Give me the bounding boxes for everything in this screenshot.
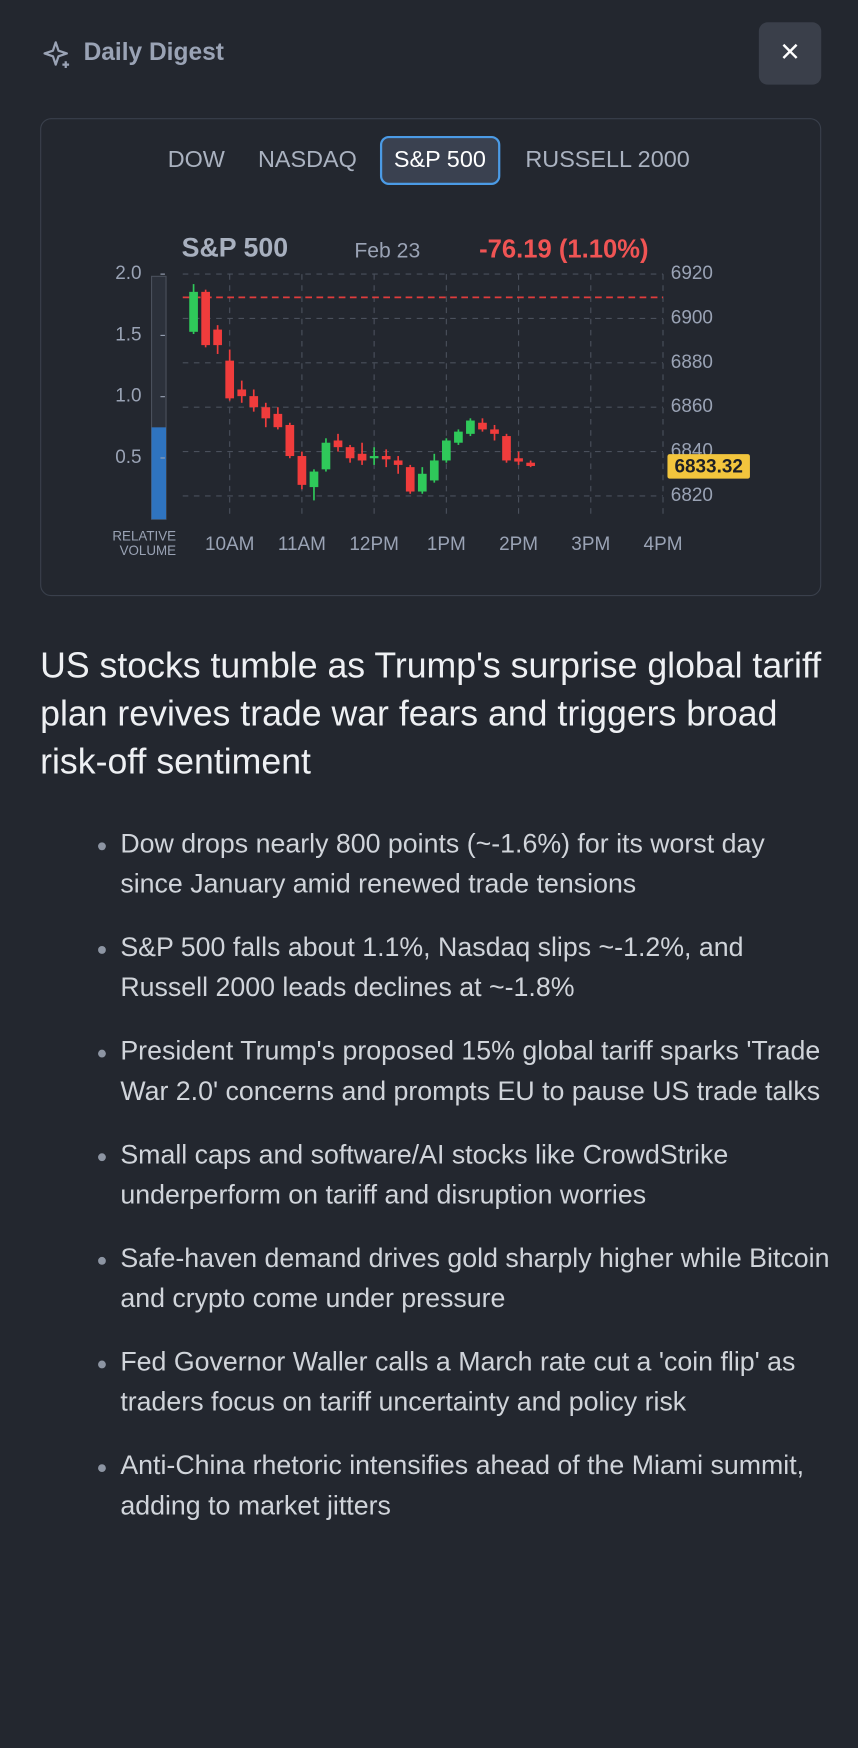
bullet: Anti-China rhetoric intensifies ahead of… xyxy=(98,1446,833,1526)
panel-title: Daily Digest xyxy=(83,37,224,66)
chart-date: Feb 23 xyxy=(354,239,420,262)
candle-body xyxy=(526,462,535,467)
tab[interactable]: S&P 500 xyxy=(379,135,501,185)
candle-body xyxy=(333,440,343,448)
y-tick-label: 6920 xyxy=(671,263,713,284)
x-tick-label: 3PM xyxy=(571,534,610,555)
candle-body xyxy=(237,389,247,397)
candle-body xyxy=(225,360,235,399)
bullet: Small caps and software/AI stocks like C… xyxy=(98,1135,833,1215)
chart-card xyxy=(40,118,822,597)
candle-body xyxy=(454,431,463,443)
candle-body xyxy=(369,456,379,459)
x-tick-label: 2PM xyxy=(499,534,538,555)
sparkle-icon xyxy=(43,41,70,68)
candle-body xyxy=(405,467,415,492)
bullet: S&P 500 falls about 1.1%, Nasdaq slips ~… xyxy=(98,928,833,1008)
candle-body xyxy=(345,447,355,459)
candle-body xyxy=(285,424,295,457)
candle-body xyxy=(189,291,198,332)
candle-body xyxy=(249,396,259,408)
candle-body xyxy=(201,291,210,346)
volume-tick-label: 1.0 xyxy=(115,386,141,407)
volume-bar xyxy=(151,427,167,520)
close-button[interactable]: × xyxy=(758,22,822,85)
bullet-list: Dow drops nearly 800 points (~-1.6%) for… xyxy=(40,825,833,1550)
headline: US stocks tumble as Trump's surprise glo… xyxy=(40,645,822,782)
candle-body xyxy=(442,440,451,461)
candle-body xyxy=(261,407,271,419)
x-tick-label: 10AM xyxy=(205,534,254,555)
candle-body xyxy=(417,473,427,492)
candle-body xyxy=(381,456,391,460)
candle-body xyxy=(321,442,331,470)
bullet: President Trump's proposed 15% global ta… xyxy=(98,1032,833,1112)
x-tick-label: 12PM xyxy=(349,534,398,555)
candle-body xyxy=(357,453,367,461)
candle-body xyxy=(514,458,523,462)
chart: S&P 500 Feb 23 -76.19 (1.10%) 6920 6900 6880 6… xyxy=(115,233,750,555)
candle-body xyxy=(297,456,307,485)
x-tick-label: 4PM xyxy=(644,534,683,555)
candle-body xyxy=(478,422,487,430)
y-tick-label: 6860 xyxy=(671,396,713,417)
candle-body xyxy=(309,471,319,488)
volume-tick-label: 1.5 xyxy=(115,324,141,345)
candle-body xyxy=(490,429,499,434)
y-tick-label: 6900 xyxy=(671,307,713,328)
bullet: Fed Governor Waller calls a March rate c… xyxy=(98,1343,833,1423)
last-price-label: 6833.32 xyxy=(674,457,742,478)
candle-body xyxy=(213,329,222,346)
volume-label: RELATIVE VOLUME xyxy=(112,528,177,559)
candle-body xyxy=(273,413,283,428)
y-tick-label: 6820 xyxy=(671,485,713,506)
tab[interactable]: RUSSELL 2000 xyxy=(525,147,690,173)
candle-body xyxy=(429,460,439,481)
candle-body xyxy=(466,420,475,434)
price-change: -76.19 (1.10%) xyxy=(479,235,648,263)
candle-body xyxy=(502,436,511,461)
tab[interactable]: NASDAQ xyxy=(257,147,357,173)
x-tick-label: 1PM xyxy=(427,534,466,555)
bullet: Safe-haven demand drives gold sharply hi… xyxy=(98,1239,833,1319)
last-price-box xyxy=(667,454,750,479)
x-tick-label: 11AM xyxy=(278,534,326,555)
volume-tick-label: 2.0 xyxy=(115,263,141,284)
y-tick-label: 6880 xyxy=(671,352,713,373)
tab[interactable]: DOW xyxy=(167,147,225,173)
chart-title: S&P 500 xyxy=(182,233,289,263)
bullet: Dow drops nearly 800 points (~-1.6%) for… xyxy=(98,825,833,905)
volume-tick-label: 0.5 xyxy=(115,447,141,468)
candle-body xyxy=(393,460,403,465)
